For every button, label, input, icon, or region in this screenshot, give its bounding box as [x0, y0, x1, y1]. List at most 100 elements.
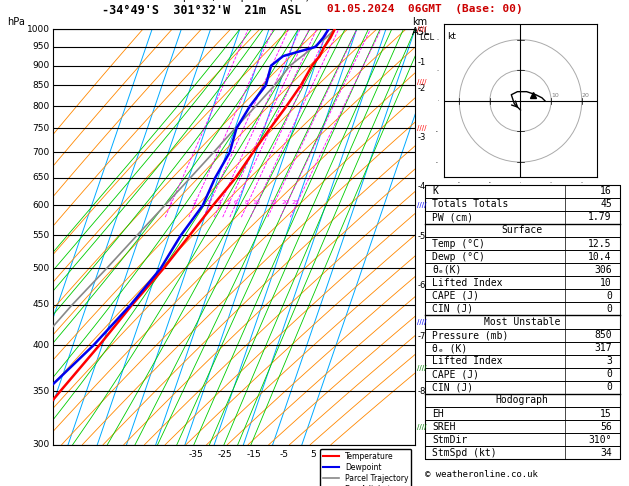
- Text: 25: 25: [365, 450, 377, 459]
- Text: -8: -8: [417, 387, 426, 396]
- Text: 450: 450: [33, 300, 50, 309]
- Text: 10.4: 10.4: [588, 252, 612, 261]
- Text: kt: kt: [447, 32, 456, 41]
- Text: CIN (J): CIN (J): [432, 304, 474, 314]
- Text: θₑ (K): θₑ (K): [432, 343, 467, 353]
- Text: 0: 0: [606, 291, 612, 301]
- Text: 750: 750: [32, 124, 50, 133]
- Text: 0: 0: [606, 369, 612, 379]
- Text: 850: 850: [32, 81, 50, 90]
- Text: 34: 34: [600, 448, 612, 458]
- Text: 0: 0: [606, 382, 612, 392]
- Text: 950: 950: [32, 42, 50, 52]
- Text: 15: 15: [269, 200, 277, 206]
- Text: 306: 306: [594, 265, 612, 275]
- Text: StmSpd (kt): StmSpd (kt): [432, 448, 497, 458]
- Text: -2: -2: [417, 84, 426, 93]
- Text: 20: 20: [582, 93, 589, 98]
- Text: 45: 45: [600, 199, 612, 209]
- Text: 0: 0: [606, 304, 612, 314]
- Text: 650: 650: [32, 174, 50, 182]
- Text: -35: -35: [189, 450, 203, 459]
- Text: -6: -6: [417, 281, 426, 290]
- Text: 500: 500: [32, 264, 50, 273]
- Text: -15: -15: [247, 450, 262, 459]
- Text: km: km: [412, 17, 427, 27]
- Text: 4: 4: [218, 200, 221, 206]
- Text: ////: ////: [417, 26, 426, 32]
- Text: 3: 3: [606, 356, 612, 366]
- Text: CAPE (J): CAPE (J): [432, 291, 479, 301]
- Text: 10: 10: [600, 278, 612, 288]
- Text: 350: 350: [32, 387, 50, 396]
- Text: -5: -5: [417, 232, 426, 241]
- Text: Dewpoint / Temperature (°C): Dewpoint / Temperature (°C): [160, 0, 309, 2]
- Text: Totals Totals: Totals Totals: [432, 199, 509, 209]
- Text: ////: ////: [417, 364, 426, 371]
- Text: 310°: 310°: [588, 434, 612, 445]
- Text: LCL: LCL: [420, 34, 435, 42]
- Text: 900: 900: [32, 61, 50, 70]
- Text: 1: 1: [169, 200, 172, 206]
- Text: ////: ////: [417, 79, 426, 86]
- Text: 10: 10: [252, 200, 260, 206]
- Text: Most Unstable: Most Unstable: [484, 317, 560, 327]
- Text: 12.5: 12.5: [588, 239, 612, 248]
- Text: 35: 35: [395, 450, 406, 459]
- Text: CAPE (J): CAPE (J): [432, 369, 479, 379]
- Text: SREH: SREH: [432, 421, 456, 432]
- Text: 2: 2: [192, 200, 196, 206]
- Text: 550: 550: [32, 231, 50, 240]
- Text: 8: 8: [245, 200, 248, 206]
- Text: 1000: 1000: [26, 25, 50, 34]
- Text: ////: ////: [417, 319, 426, 325]
- Text: K: K: [432, 186, 438, 196]
- Text: 20: 20: [282, 200, 290, 206]
- Text: θₑ(K): θₑ(K): [432, 265, 462, 275]
- Text: 15: 15: [337, 450, 348, 459]
- Text: © weatheronline.co.uk: © weatheronline.co.uk: [425, 469, 537, 479]
- Text: CIN (J): CIN (J): [432, 382, 474, 392]
- Text: 6: 6: [233, 200, 237, 206]
- Text: -25: -25: [218, 450, 233, 459]
- Text: 317: 317: [594, 343, 612, 353]
- Legend: Temperature, Dewpoint, Parcel Trajectory, Dry Adiabat, Wet Adiabat, Isotherm, Mi: Temperature, Dewpoint, Parcel Trajectory…: [320, 449, 411, 486]
- Text: Lifted Index: Lifted Index: [432, 356, 503, 366]
- Text: PW (cm): PW (cm): [432, 212, 474, 223]
- Text: Lifted Index: Lifted Index: [432, 278, 503, 288]
- Text: 01.05.2024  06GMT  (Base: 00): 01.05.2024 06GMT (Base: 00): [326, 4, 523, 14]
- Text: 25: 25: [292, 200, 300, 206]
- Text: Dewp (°C): Dewp (°C): [432, 252, 485, 261]
- Text: StmDir: StmDir: [432, 434, 467, 445]
- Text: 700: 700: [32, 148, 50, 157]
- Text: -5: -5: [279, 450, 288, 459]
- Text: ////: ////: [417, 203, 426, 208]
- Text: Pressure (mb): Pressure (mb): [432, 330, 509, 340]
- Text: 850: 850: [594, 330, 612, 340]
- Text: Hodograph: Hodograph: [496, 396, 548, 405]
- Text: 3: 3: [207, 200, 211, 206]
- Text: ASL: ASL: [412, 27, 430, 37]
- Text: 5: 5: [310, 450, 316, 459]
- Text: 10: 10: [551, 93, 559, 98]
- Text: EH: EH: [432, 409, 444, 418]
- Text: 15: 15: [600, 409, 612, 418]
- Text: -4: -4: [417, 182, 426, 191]
- Text: 56: 56: [600, 421, 612, 432]
- Text: 5: 5: [226, 200, 230, 206]
- Text: Temp (°C): Temp (°C): [432, 239, 485, 248]
- Text: ////: ////: [417, 424, 426, 430]
- Text: 600: 600: [32, 201, 50, 210]
- Text: Surface: Surface: [501, 226, 543, 235]
- Text: 800: 800: [32, 102, 50, 111]
- Text: 300: 300: [32, 440, 50, 449]
- Text: -34°49'S  301°32'W  21m  ASL: -34°49'S 301°32'W 21m ASL: [101, 4, 301, 17]
- Text: -1: -1: [417, 58, 426, 67]
- Text: 16: 16: [600, 186, 612, 196]
- Text: 1.79: 1.79: [588, 212, 612, 223]
- Text: -3: -3: [417, 133, 426, 142]
- Text: hPa: hPa: [8, 17, 25, 27]
- Text: 400: 400: [33, 341, 50, 350]
- Text: ////: ////: [417, 125, 426, 131]
- Text: -7: -7: [417, 332, 426, 341]
